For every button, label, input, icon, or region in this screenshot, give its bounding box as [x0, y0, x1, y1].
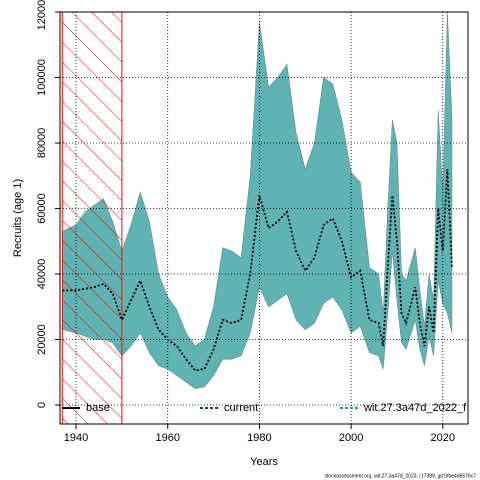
x-tick-label: 1980 — [247, 432, 271, 444]
x-tick-label: 2000 — [339, 432, 363, 444]
y-tick-label: 0 — [36, 402, 48, 408]
x-tick-label: 1940 — [64, 432, 88, 444]
y-tick-label: 80000 — [36, 128, 48, 159]
plot-area: base current wit.27.3a47d_2022_f — [60, 12, 468, 424]
legend-label: wit.27.3a47d_2022_f — [363, 402, 467, 414]
y-tick-label: 60000 — [36, 193, 48, 224]
y-tick-label: 20000 — [36, 324, 48, 355]
series-line — [62, 169, 453, 372]
y-axis-label: Recruits (age 1) — [12, 179, 24, 257]
footer: stockassessment.org, wit.27.3a47d_2023, … — [325, 473, 477, 479]
y-tick-label: 100000 — [36, 59, 48, 96]
confidence-band — [61, 12, 453, 389]
x-tick-label: 1960 — [155, 432, 179, 444]
highlight-period — [61, 12, 123, 424]
y-tick-label: 40000 — [36, 259, 48, 290]
x-axis-label: Years — [250, 456, 278, 468]
y-tick-label: 120000 — [36, 0, 48, 30]
x-tick-label: 2020 — [431, 432, 455, 444]
legend-label: current — [224, 402, 258, 414]
plot-frame — [59, 11, 469, 425]
legend-label: base — [86, 402, 110, 414]
